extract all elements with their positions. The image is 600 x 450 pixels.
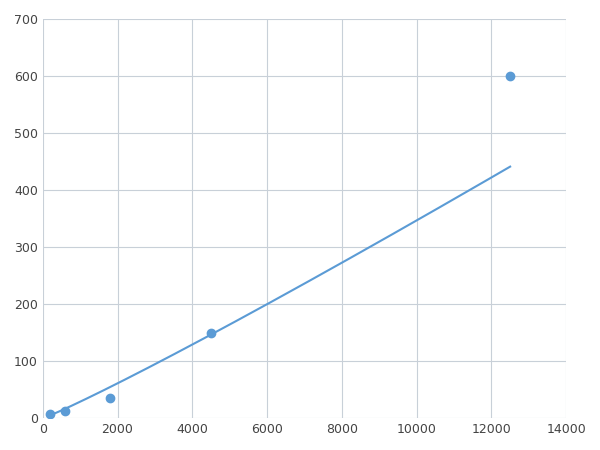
Point: [61, 408, 70, 415]
Point: [505, 72, 515, 80]
Point: [206, 329, 216, 336]
Point: [46, 410, 55, 417]
Point: [105, 395, 115, 402]
